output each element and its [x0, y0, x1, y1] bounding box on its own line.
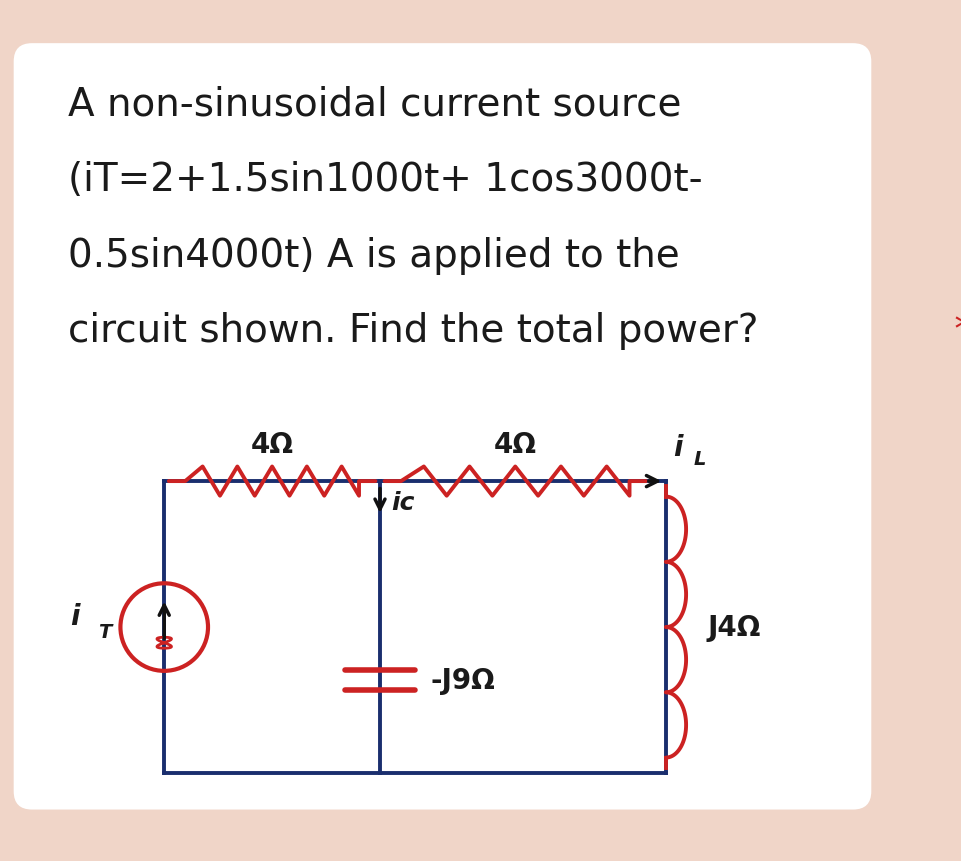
Text: ic: ic [391, 491, 414, 515]
Text: 4Ω: 4Ω [494, 430, 537, 459]
FancyBboxPatch shape [13, 44, 872, 809]
Text: 4Ω: 4Ω [251, 430, 294, 459]
Text: circuit shown. Find the total power?: circuit shown. Find the total power? [68, 312, 759, 350]
Text: -J9Ω: -J9Ω [431, 666, 495, 694]
Text: T: T [98, 623, 111, 641]
Text: (iT=2+1.5sin1000t+ 1cos3000t-: (iT=2+1.5sin1000t+ 1cos3000t- [68, 161, 703, 199]
Text: A non-sinusoidal current source: A non-sinusoidal current source [68, 85, 682, 123]
Text: L: L [694, 449, 705, 468]
Text: i: i [674, 434, 683, 461]
Text: *: * [942, 312, 961, 350]
Text: i: i [70, 603, 80, 630]
Text: 0.5sin4000t) A is applied to the: 0.5sin4000t) A is applied to the [68, 237, 680, 275]
Text: J4Ω: J4Ω [707, 613, 760, 641]
